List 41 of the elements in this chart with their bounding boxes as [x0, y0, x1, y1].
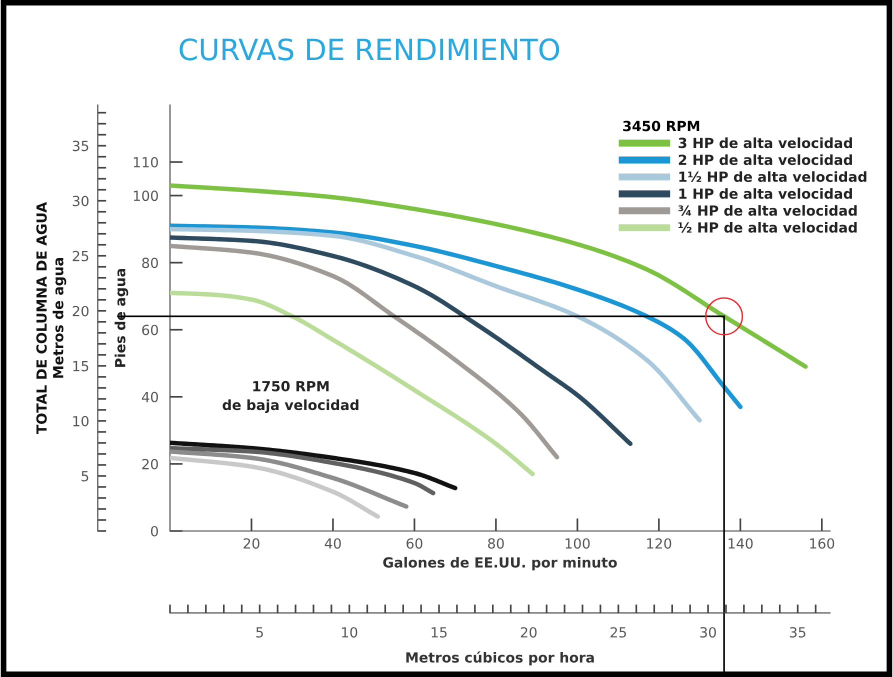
y-tick-label: 60: [142, 324, 158, 336]
annotation: 1750 RPM de baja velocidad: [222, 380, 358, 413]
y2-tick-label: 15: [73, 361, 88, 372]
x-tick-label: 20: [244, 538, 260, 549]
y2-tick-label: 30: [72, 196, 89, 206]
y2-tick-label: 20: [72, 306, 89, 316]
legend-label: 1½ HP de alta velocidad: [679, 171, 866, 182]
x-tick-label: 80: [488, 538, 504, 549]
y2-tick-label: 35: [72, 140, 88, 152]
legend-label: ¾ HP de alta velocidad: [678, 205, 857, 216]
y2-tick-label: 10: [73, 416, 89, 426]
legend-label: 1 HP de alta velocidad: [679, 188, 852, 199]
legend-title: 3450 RPM: [623, 120, 700, 132]
x2-tick-label: 25: [610, 627, 626, 638]
x-tick-label: 60: [406, 538, 422, 549]
y-tick-label: 100: [134, 190, 158, 202]
chart-title: CURVAS DE RENDIMIENTO: [180, 38, 560, 60]
x-tick-label: 40: [324, 538, 341, 549]
y-tick-label: 110: [134, 156, 158, 168]
x-tick-label: 160: [810, 538, 834, 549]
y-tick-label: 20: [142, 458, 158, 470]
x2-tick-label: 35: [790, 627, 806, 638]
legend-label: ½ HP de alta velocidad: [678, 222, 857, 233]
x2-tick-label: 10: [342, 627, 358, 638]
x2-tick-label: 5: [256, 627, 263, 638]
x-tick-label: 140: [728, 538, 753, 549]
x2-tick-label: 15: [432, 627, 447, 638]
x-tick-label: 100: [566, 538, 590, 549]
x-tick-label: 120: [647, 538, 672, 549]
legend-label: 2 HP de alta velocidad: [678, 154, 852, 166]
y-tick-label: 0: [150, 526, 158, 536]
y2-tick-label: 25: [72, 250, 88, 262]
y2-axis-title: TOTAL DE COLUMNA DE AGUA Metros de agua: [36, 202, 66, 434]
legend-label: 3 HP de alta velocidad: [678, 137, 852, 148]
y-tick-label: 40: [142, 392, 158, 402]
y2-tick-label: 5: [82, 471, 88, 482]
x2-tick-label: 30: [700, 627, 716, 638]
x2-axis-title: Metros cúbicos por hora: [406, 651, 594, 666]
y-tick-label: 80: [142, 258, 158, 268]
x2-tick-label: 20: [520, 627, 537, 638]
x-axis-title: Galones de EE.UU. por minuto: [383, 556, 617, 570]
